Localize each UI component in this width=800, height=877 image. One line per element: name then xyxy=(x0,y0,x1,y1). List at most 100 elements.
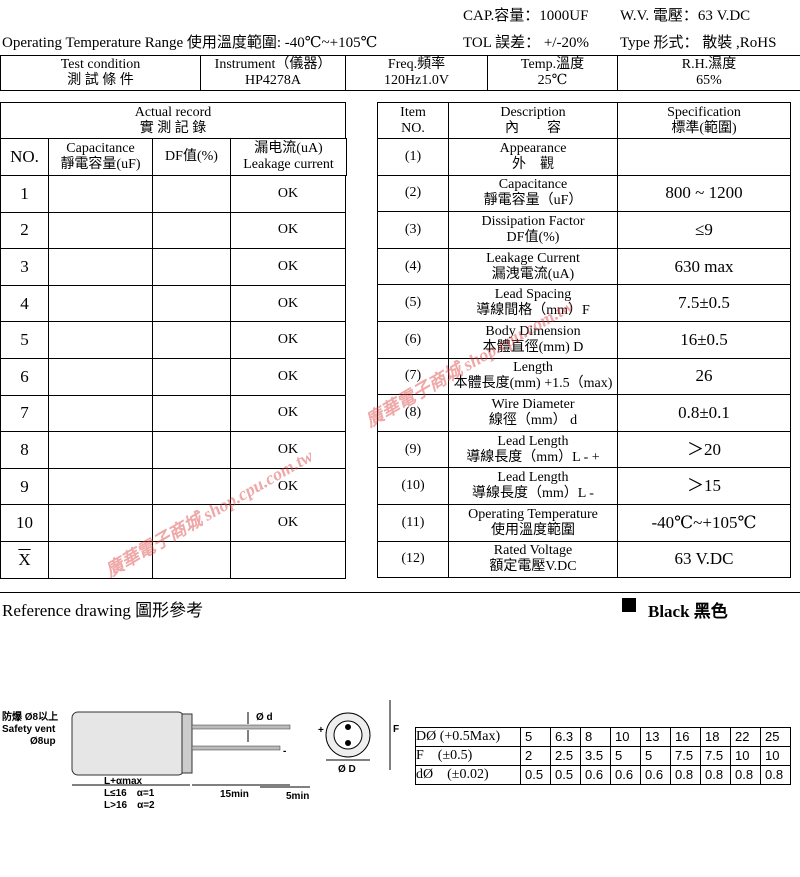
cell-text: (10) xyxy=(401,478,425,494)
cell-text: Temp.溫度 xyxy=(520,57,585,72)
cell-text: 13 xyxy=(645,729,660,744)
cell-text: F (±0.5) xyxy=(416,748,473,763)
cell-text: DØ (+0.5Max) xyxy=(416,729,501,744)
cell-text: OK xyxy=(277,441,299,457)
drawing-label: L+αmax xyxy=(104,776,143,787)
cell-text: 標準(範圍) xyxy=(671,120,737,136)
cell-text: OK xyxy=(277,405,299,421)
cell-text: ＞20 xyxy=(687,439,721,459)
cell-text: (2) xyxy=(404,185,422,201)
cell-text: DF值(%) xyxy=(165,149,218,164)
cell-text: Test condition xyxy=(60,57,141,72)
cell-text: 0.8±0.1 xyxy=(678,402,730,422)
cell-text: -40℃~+105℃ xyxy=(651,512,757,532)
cell-text: 22 xyxy=(735,729,750,744)
lead xyxy=(191,745,281,751)
cell-text: Dissipation Factor xyxy=(481,213,585,229)
cell-text: 2 xyxy=(20,220,29,240)
cell-text: 0.6 xyxy=(585,767,604,782)
cell-text: 使用溫度範圍 xyxy=(491,522,575,538)
cell-text: 5 xyxy=(645,748,653,763)
lead xyxy=(191,724,291,730)
cell-text: 4 xyxy=(20,293,29,313)
drawing-label: L>16 α=2 xyxy=(104,800,155,811)
cell-text: OK xyxy=(277,478,299,494)
cell-text: NO. xyxy=(401,120,425,136)
cell-text: 65% xyxy=(696,73,722,88)
cell-text: 10 xyxy=(615,729,630,744)
spec-value: 63 V.DC xyxy=(617,540,791,579)
cell-text: 16 xyxy=(675,729,690,744)
cell-text: 6 xyxy=(20,366,29,386)
cell-text: DF值(%) xyxy=(506,229,560,245)
cell-text: 10 xyxy=(16,513,33,533)
cell-text: 7 xyxy=(20,403,29,423)
cell-text: NO. xyxy=(10,147,39,166)
cell-text: Body Dimension xyxy=(485,323,581,339)
color-label: Black 黑色 xyxy=(648,602,728,621)
cell-text: HP4278A xyxy=(244,73,301,88)
cell-text: OK xyxy=(277,185,299,201)
reference-title: Reference drawing 圖形參考 xyxy=(2,601,204,620)
cell-text: 10 xyxy=(765,748,780,763)
cell-text: 25 xyxy=(765,729,780,744)
cell-text: (5) xyxy=(404,295,422,311)
cell-text: Instrument（儀器） xyxy=(214,57,332,72)
cell-text: Specification xyxy=(667,104,741,120)
cell-text: Appearance xyxy=(499,140,567,156)
drawing-label: + xyxy=(318,725,324,736)
divider xyxy=(0,592,800,593)
cell-text: (8) xyxy=(404,404,422,420)
drawing-label: Ø8up xyxy=(30,736,56,747)
cell-text: OK xyxy=(277,515,299,531)
cell-text: 0.6 xyxy=(615,767,634,782)
condition: R.H.濕度 65% xyxy=(617,55,800,91)
cell-text: 5 xyxy=(615,748,623,763)
spec-desc: Leakage Current 漏洩電流(uA) xyxy=(448,247,618,286)
spec-desc: Lead Length 導線長度（mm）L - xyxy=(448,467,618,505)
cell-text: 外 觀 xyxy=(512,156,554,172)
cell-text: 800 ~ 1200 xyxy=(665,183,743,203)
cell-text: 本體長度(mm) +1.5（max) xyxy=(453,376,613,392)
cell-text: 測 試 條 件 xyxy=(67,73,134,88)
drawing-label: 5min xyxy=(286,791,309,802)
cell-text: ＞15 xyxy=(687,476,721,496)
cell-text: 10 xyxy=(735,748,750,763)
cell-text: Lead Length xyxy=(497,470,569,486)
cell-text: 0.8 xyxy=(675,767,694,782)
cell-text: 9 xyxy=(20,476,29,496)
cell-text: 630 max xyxy=(674,256,734,276)
cell-text: 8 xyxy=(20,439,29,459)
cell-text: Lead Spacing xyxy=(494,287,572,303)
wv: W.V. 電壓：63 V.DC xyxy=(620,8,751,24)
cell-text: ≤9 xyxy=(695,219,713,239)
cell-text: 8 xyxy=(585,729,593,744)
pin xyxy=(345,724,351,730)
cap: CAP.容量：1000UF xyxy=(463,8,589,24)
cell-text: 2 xyxy=(525,748,533,763)
cell-text: 7.5 xyxy=(675,748,694,763)
cell-text: Actual record xyxy=(134,104,212,120)
drawing-label: Ø D xyxy=(338,764,356,775)
cell-text: OK xyxy=(277,295,299,311)
cell-text: 120Hz1.0V xyxy=(384,73,449,88)
cell-text: 實 測 記 錄 xyxy=(139,120,207,136)
cell-text: (7) xyxy=(404,368,422,384)
cell-text: Leakage Current xyxy=(486,250,580,266)
cell-text: 5 xyxy=(20,330,29,350)
cell-text: 0.8 xyxy=(705,767,724,782)
drawing-label: - xyxy=(283,746,286,757)
cell-text: 內 容 xyxy=(505,120,561,136)
cell-text: Wire Diameter xyxy=(491,396,575,412)
cell-text: 額定電壓V.DC xyxy=(489,559,577,575)
cell-text: 16±0.5 xyxy=(680,329,728,349)
cell-text: 漏电流(uA) xyxy=(254,141,323,156)
cell-text: Freq.頻率 xyxy=(387,57,446,72)
cell-text: R.H.濕度 xyxy=(681,57,737,72)
op-temp: Operating Temperature Range 使用溫度範圍: -40℃… xyxy=(2,35,378,51)
cell-text: 0.6 xyxy=(645,767,664,782)
cell-text: (3) xyxy=(404,221,422,237)
cell-text: Lead Length xyxy=(497,433,569,449)
cell-text: Leakage current xyxy=(243,157,334,172)
